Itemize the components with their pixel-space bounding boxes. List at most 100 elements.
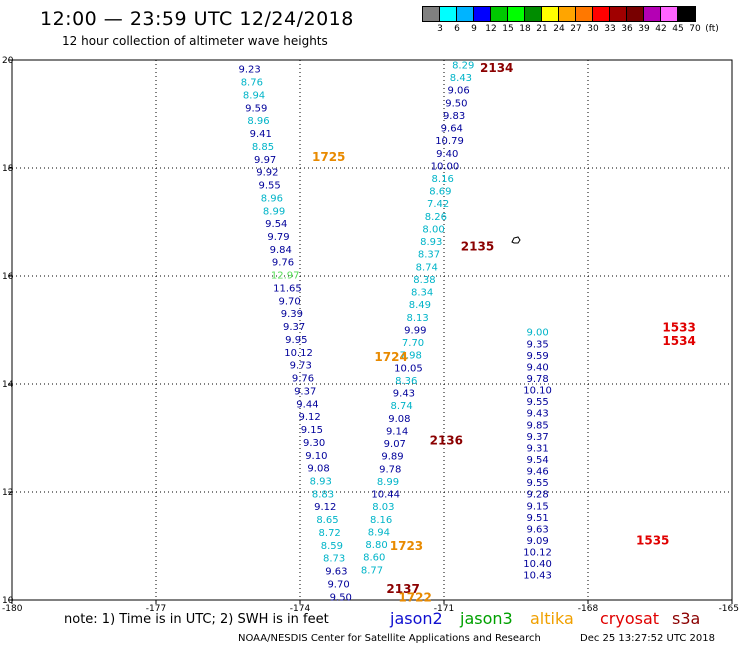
wave-height-value: 9.78: [379, 464, 401, 475]
y-tick-label: 12: [2, 488, 13, 498]
x-tick-label: -165: [719, 604, 739, 614]
wave-height-value: 8.43: [450, 73, 472, 84]
wave-height-value: 7.98: [400, 351, 422, 362]
map-grid: [8, 59, 733, 604]
color-scale-label: 30: [587, 24, 599, 34]
wave-height-value: 9.51: [526, 513, 548, 524]
wave-height-value: 8.72: [319, 528, 341, 539]
wave-height-value: 9.30: [303, 438, 325, 449]
wave-height-value: 9.00: [526, 328, 548, 339]
color-scale-label: 15: [502, 24, 514, 34]
wave-height-value: 9.15: [301, 425, 323, 436]
wave-height-value: 9.35: [526, 339, 548, 350]
wave-height-value: 8.49: [409, 300, 431, 311]
wave-height-value: 9.46: [526, 467, 548, 478]
wave-height-value: 9.54: [526, 455, 548, 466]
pass-time-label: 1723: [390, 539, 423, 553]
pass-time-label: 1533: [662, 320, 695, 334]
color-scale-label: 6: [454, 24, 460, 34]
wave-height-value: 9.50: [330, 592, 352, 603]
wave-height-value: 8.99: [263, 206, 285, 217]
wave-height-value: 8.03: [372, 502, 394, 513]
footer-timestamp: Dec 25 13:27:52 UTC 2018: [580, 633, 715, 644]
color-scale-cell: [440, 7, 457, 21]
legend-item-jason3: jason3: [460, 609, 513, 628]
color-scale-label: 70: [689, 24, 701, 34]
wave-height-value: 8.13: [406, 313, 428, 324]
wave-height-value: 9.70: [327, 579, 349, 590]
color-scale-cell: [610, 7, 627, 21]
wave-height-value: 8.94: [368, 527, 390, 538]
wave-height-value: 9.73: [290, 361, 312, 372]
y-tick-label: 16: [2, 272, 14, 282]
footer-note: note: 1) Time is in UTC; 2) SWH is in fe…: [64, 612, 329, 627]
wave-height-value: 9.28: [526, 490, 548, 501]
color-scale-cell: [525, 7, 542, 21]
pass-time-label: 1534: [662, 334, 695, 348]
x-tick-label: -180: [2, 604, 23, 614]
color-scale-label: 45: [672, 24, 684, 34]
color-scale-label: 36: [621, 24, 633, 34]
footer-credit: NOAA/NESDIS Center for Satellite Applica…: [238, 633, 541, 644]
pass-time-label: 1535: [636, 534, 669, 548]
wave-height-value: 9.64: [441, 124, 463, 135]
wave-height-value: 9.43: [526, 409, 548, 420]
wave-height-value: 9.15: [526, 501, 548, 512]
color-scale-cell: [474, 7, 491, 21]
wave-height-value: 8.93: [310, 476, 332, 487]
wave-height-value: 10.79: [435, 136, 464, 147]
wave-height-value: 8.85: [252, 142, 274, 153]
wave-height-value: 8.74: [391, 401, 413, 412]
legend-item-s3a: s3a: [672, 609, 701, 628]
y-tick-label: 10: [2, 596, 14, 606]
x-tick-label: -174: [290, 604, 311, 614]
wave-height-value: 10.40: [523, 559, 552, 570]
wave-height-value: 8.93: [420, 237, 442, 248]
wave-height-value: 9.79: [267, 232, 289, 243]
wave-height-values: 9.238.768.949.598.969.418.859.979.929.55…: [238, 60, 551, 603]
map-frame: [11, 59, 733, 601]
wave-height-value: 9.50: [445, 98, 467, 109]
color-scale-cell: [627, 7, 644, 21]
wave-height-value: 8.36: [395, 376, 417, 387]
color-scale-label: 27: [570, 24, 582, 34]
wave-height-value: 10.43: [523, 571, 552, 582]
wave-height-value: 8.76: [241, 78, 263, 89]
wave-height-value: 8.59: [321, 541, 343, 552]
y-tick-label: 18: [2, 164, 14, 174]
legend-item-cryosat: cryosat: [600, 609, 660, 628]
wave-height-value: 8.16: [432, 174, 454, 185]
color-scale-label: 39: [638, 24, 650, 34]
wave-height-value: 8.94: [243, 90, 265, 101]
wave-height-value: 8.96: [247, 116, 269, 127]
wave-height-value: 9.95: [285, 335, 307, 346]
wave-height-value: 9.40: [436, 149, 458, 160]
color-scale-label: 12: [485, 24, 497, 34]
wave-height-value: 12.97: [271, 271, 300, 282]
pass-time-label: 2137: [386, 582, 419, 596]
wave-height-value: 9.37: [294, 386, 316, 397]
wave-height-value: 9.85: [526, 420, 548, 431]
island-icon: [511, 236, 521, 244]
wave-height-value: 9.39: [281, 309, 303, 320]
wave-height-value: 10.12: [523, 548, 552, 559]
wave-height-value: 10.12: [284, 348, 313, 359]
wave-height-value: 8.77: [361, 565, 383, 576]
wave-height-value: 9.08: [388, 414, 410, 425]
wave-height-value: 8.37: [418, 250, 440, 261]
wave-height-value: 9.59: [245, 103, 267, 114]
color-scale-cell: [644, 7, 661, 21]
color-scale-label: 24: [553, 24, 565, 34]
wave-height-value: 8.16: [370, 515, 392, 526]
pass-time-label: 1725: [312, 150, 345, 164]
color-scale-cell: [678, 7, 695, 21]
wave-height-value: 9.76: [272, 258, 294, 269]
wave-height-value: 9.41: [250, 129, 272, 140]
wave-height-value: 11.65: [273, 283, 302, 294]
color-scale-cell: [661, 7, 678, 21]
wave-height-value: 9.76: [292, 374, 314, 385]
wave-height-value: 9.55: [526, 397, 548, 408]
wave-height-value: 9.44: [296, 399, 318, 410]
